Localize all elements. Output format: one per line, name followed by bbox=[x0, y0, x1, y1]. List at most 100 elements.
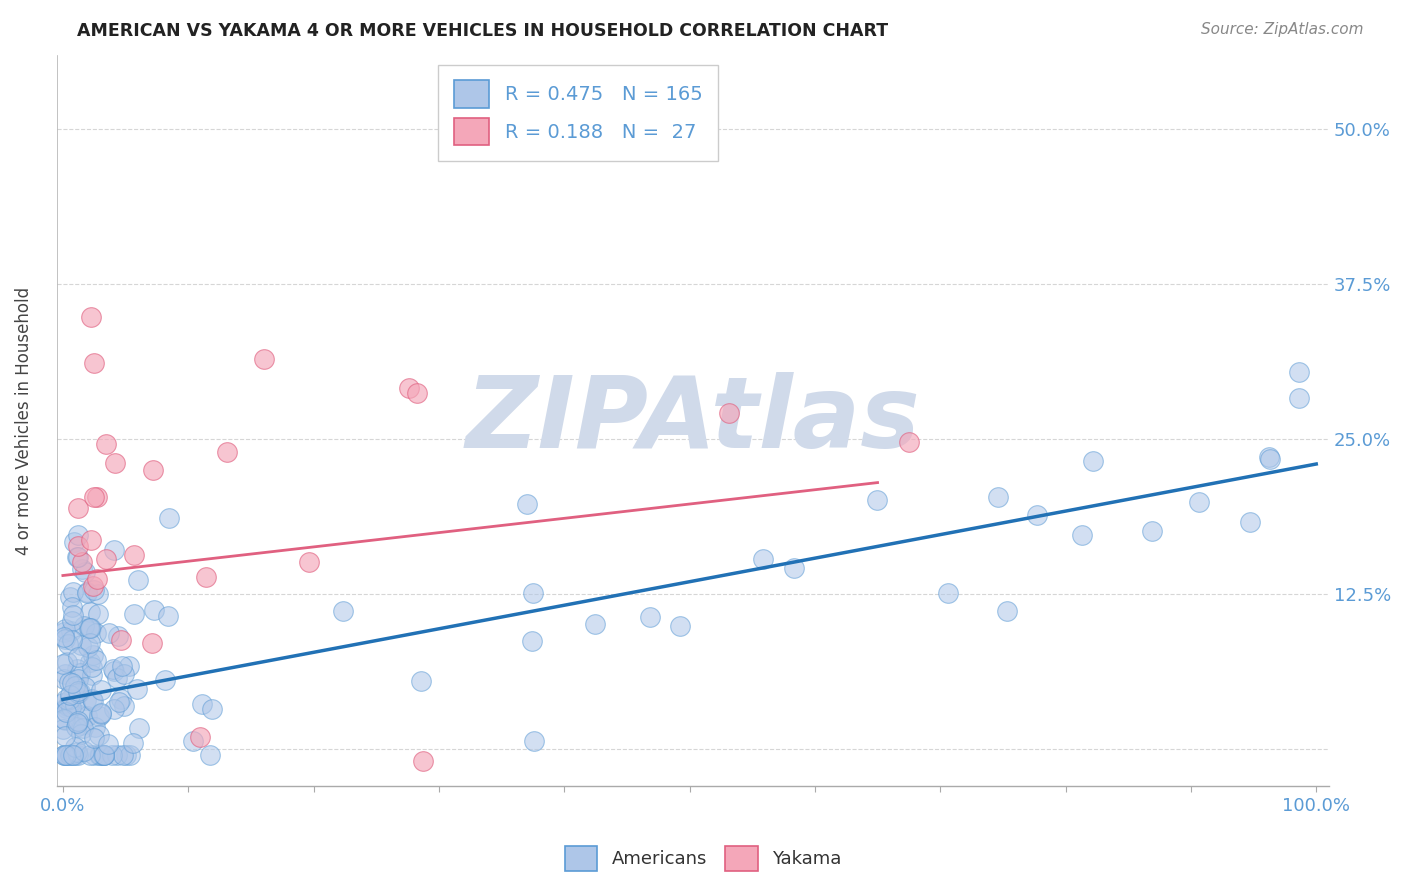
Point bbox=[67, 540, 90, 554]
Point bbox=[55, 692, 77, 706]
Point bbox=[76, 584, 98, 599]
Point bbox=[66, 748, 89, 763]
Point bbox=[52, 748, 75, 763]
Point bbox=[56, 748, 79, 763]
Point bbox=[1140, 524, 1163, 539]
Point bbox=[80, 310, 103, 324]
Point bbox=[104, 456, 127, 470]
Point bbox=[52, 657, 75, 672]
Point bbox=[66, 650, 89, 665]
Point bbox=[86, 625, 108, 640]
Point bbox=[80, 621, 103, 635]
Point bbox=[67, 684, 90, 698]
Point bbox=[60, 747, 83, 762]
Point bbox=[105, 671, 128, 685]
Point bbox=[108, 695, 131, 709]
Point bbox=[90, 706, 112, 721]
Point bbox=[198, 748, 221, 763]
Point bbox=[103, 542, 125, 557]
Text: Source: ZipAtlas.com: Source: ZipAtlas.com bbox=[1201, 22, 1364, 37]
Point bbox=[69, 684, 91, 698]
Point bbox=[153, 673, 176, 688]
Point bbox=[122, 607, 145, 621]
Point bbox=[60, 614, 83, 628]
Point bbox=[82, 579, 104, 593]
Point bbox=[191, 698, 214, 712]
Point bbox=[76, 586, 98, 600]
Point bbox=[76, 693, 98, 707]
Point bbox=[53, 748, 76, 763]
Legend: Americans, Yakama: Americans, Yakama bbox=[557, 838, 849, 879]
Point bbox=[59, 624, 82, 639]
Point bbox=[87, 587, 110, 601]
Point bbox=[62, 585, 84, 599]
Point bbox=[62, 608, 84, 623]
Point bbox=[409, 674, 432, 689]
Point bbox=[398, 381, 420, 395]
Point bbox=[82, 694, 104, 708]
Point bbox=[62, 748, 84, 763]
Point bbox=[1288, 391, 1310, 405]
Point bbox=[53, 748, 76, 763]
Point bbox=[53, 667, 76, 681]
Point bbox=[55, 701, 77, 715]
Point bbox=[141, 636, 163, 650]
Point bbox=[520, 634, 543, 648]
Point bbox=[59, 688, 82, 702]
Point bbox=[84, 653, 107, 667]
Point bbox=[253, 351, 276, 366]
Point bbox=[69, 708, 91, 723]
Point bbox=[188, 730, 211, 744]
Point bbox=[75, 681, 97, 695]
Point bbox=[128, 721, 150, 735]
Point bbox=[865, 492, 887, 507]
Point bbox=[53, 622, 76, 636]
Point bbox=[111, 748, 134, 763]
Point bbox=[118, 659, 141, 673]
Point bbox=[783, 561, 806, 575]
Point bbox=[70, 718, 93, 732]
Point bbox=[70, 555, 93, 569]
Point bbox=[80, 659, 103, 673]
Point bbox=[73, 565, 96, 579]
Point bbox=[53, 632, 76, 647]
Point bbox=[987, 490, 1010, 504]
Point bbox=[1070, 527, 1092, 541]
Point bbox=[752, 552, 775, 566]
Point bbox=[1239, 515, 1261, 529]
Text: ZIPAtlas: ZIPAtlas bbox=[465, 372, 920, 469]
Point bbox=[70, 639, 93, 653]
Point bbox=[67, 685, 90, 699]
Point bbox=[79, 621, 101, 635]
Point bbox=[73, 618, 96, 632]
Point bbox=[58, 674, 80, 689]
Point bbox=[1188, 495, 1211, 509]
Point bbox=[157, 510, 180, 524]
Point bbox=[412, 755, 434, 769]
Point bbox=[59, 692, 82, 706]
Point bbox=[83, 748, 105, 763]
Point bbox=[89, 709, 111, 723]
Point bbox=[66, 528, 89, 542]
Point bbox=[194, 569, 217, 583]
Point bbox=[53, 729, 76, 743]
Point bbox=[89, 748, 111, 763]
Point bbox=[83, 582, 105, 597]
Point bbox=[83, 356, 105, 370]
Point bbox=[77, 640, 100, 654]
Point bbox=[91, 748, 114, 763]
Point bbox=[79, 606, 101, 620]
Legend: R = 0.475   N = 165, R = 0.188   N =  27: R = 0.475 N = 165, R = 0.188 N = 27 bbox=[439, 65, 718, 161]
Point bbox=[103, 664, 125, 678]
Point bbox=[1288, 365, 1310, 379]
Point bbox=[90, 683, 112, 698]
Point bbox=[114, 748, 136, 763]
Point bbox=[66, 500, 89, 515]
Point bbox=[638, 610, 661, 624]
Point bbox=[90, 706, 112, 721]
Point bbox=[89, 748, 111, 763]
Point bbox=[995, 604, 1018, 618]
Point bbox=[79, 636, 101, 650]
Point bbox=[66, 662, 89, 676]
Point bbox=[72, 744, 94, 758]
